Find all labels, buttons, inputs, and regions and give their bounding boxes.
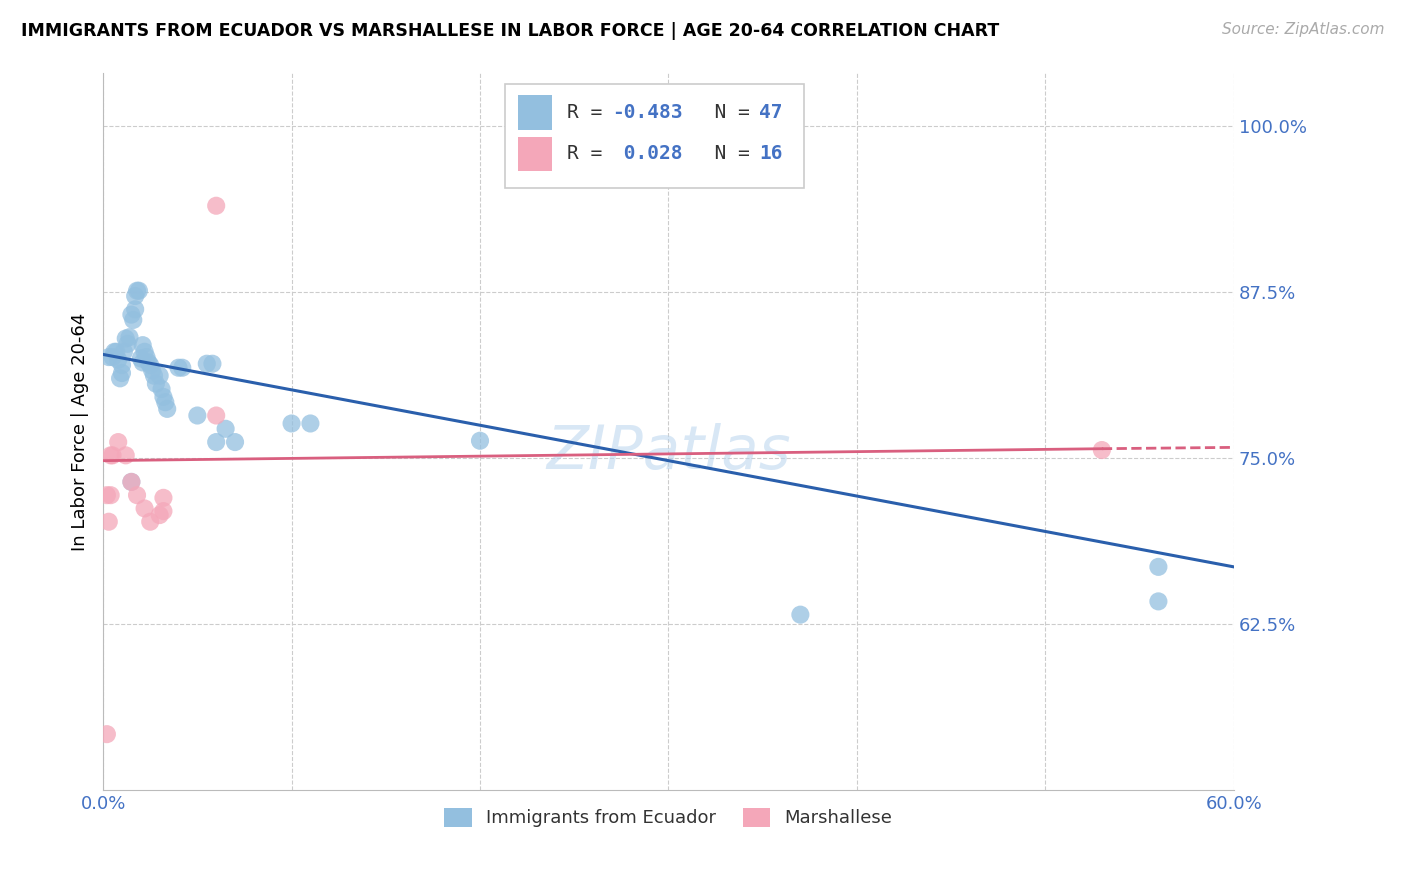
Text: R =: R = — [567, 103, 613, 122]
Point — [131, 355, 153, 369]
Point — [125, 488, 148, 502]
Point — [186, 409, 208, 423]
Point — [124, 302, 146, 317]
Point — [107, 435, 129, 450]
Point — [124, 289, 146, 303]
Point — [138, 355, 160, 369]
Point — [101, 448, 124, 462]
Point — [156, 401, 179, 416]
Point — [139, 515, 162, 529]
Point — [111, 358, 134, 372]
Point — [112, 344, 135, 359]
Point — [111, 366, 134, 380]
Text: 16: 16 — [759, 145, 782, 163]
Point — [145, 376, 167, 391]
Point — [120, 308, 142, 322]
FancyBboxPatch shape — [517, 95, 553, 129]
Point — [114, 331, 136, 345]
Point — [117, 336, 139, 351]
Point — [280, 417, 302, 431]
Point — [139, 358, 162, 372]
Point — [105, 344, 128, 359]
Text: N =: N = — [692, 103, 762, 122]
Text: R =: R = — [567, 145, 613, 163]
Point — [167, 360, 190, 375]
Point — [129, 351, 152, 366]
Point — [131, 338, 153, 352]
Point — [97, 350, 120, 364]
Text: 47: 47 — [759, 103, 782, 122]
Point — [107, 352, 129, 367]
Point — [96, 727, 118, 741]
Point — [299, 417, 322, 431]
Point — [125, 284, 148, 298]
Text: ZIPatlas: ZIPatlas — [546, 424, 790, 483]
Text: 0.028: 0.028 — [612, 145, 682, 163]
FancyBboxPatch shape — [517, 136, 553, 171]
Point — [108, 371, 131, 385]
Point — [135, 350, 157, 364]
Point — [103, 344, 125, 359]
Point — [1147, 594, 1170, 608]
Point — [96, 488, 118, 502]
Point — [120, 475, 142, 489]
Legend: Immigrants from Ecuador, Marshallese: Immigrants from Ecuador, Marshallese — [437, 801, 900, 835]
Point — [122, 313, 145, 327]
Text: Source: ZipAtlas.com: Source: ZipAtlas.com — [1222, 22, 1385, 37]
Y-axis label: In Labor Force | Age 20-64: In Labor Force | Age 20-64 — [72, 312, 89, 550]
Point — [150, 382, 173, 396]
Point — [155, 395, 177, 409]
Point — [100, 448, 122, 462]
Point — [201, 357, 224, 371]
Point — [120, 475, 142, 489]
Point — [143, 368, 166, 383]
Text: IMMIGRANTS FROM ECUADOR VS MARSHALLESE IN LABOR FORCE | AGE 20-64 CORRELATION CH: IMMIGRANTS FROM ECUADOR VS MARSHALLESE I… — [21, 22, 1000, 40]
Point — [1091, 443, 1114, 458]
FancyBboxPatch shape — [505, 84, 804, 187]
Point — [789, 607, 811, 622]
Point — [101, 350, 124, 364]
Point — [205, 199, 228, 213]
Point — [152, 491, 174, 505]
Text: -0.483: -0.483 — [612, 103, 682, 122]
Point — [172, 360, 194, 375]
Point — [224, 435, 246, 450]
Point — [128, 284, 150, 298]
Point — [214, 422, 236, 436]
Text: N =: N = — [692, 145, 762, 163]
Point — [149, 368, 172, 383]
Point — [152, 504, 174, 518]
Point — [195, 357, 218, 371]
Point — [1147, 560, 1170, 574]
Point — [149, 508, 172, 522]
Point — [100, 488, 122, 502]
Point — [152, 390, 174, 404]
Point — [205, 409, 228, 423]
Point — [97, 515, 120, 529]
Point — [134, 344, 156, 359]
Point — [141, 363, 163, 377]
Point — [134, 501, 156, 516]
Point — [205, 435, 228, 450]
Point — [114, 448, 136, 462]
Point — [468, 434, 491, 448]
Point — [118, 330, 141, 344]
